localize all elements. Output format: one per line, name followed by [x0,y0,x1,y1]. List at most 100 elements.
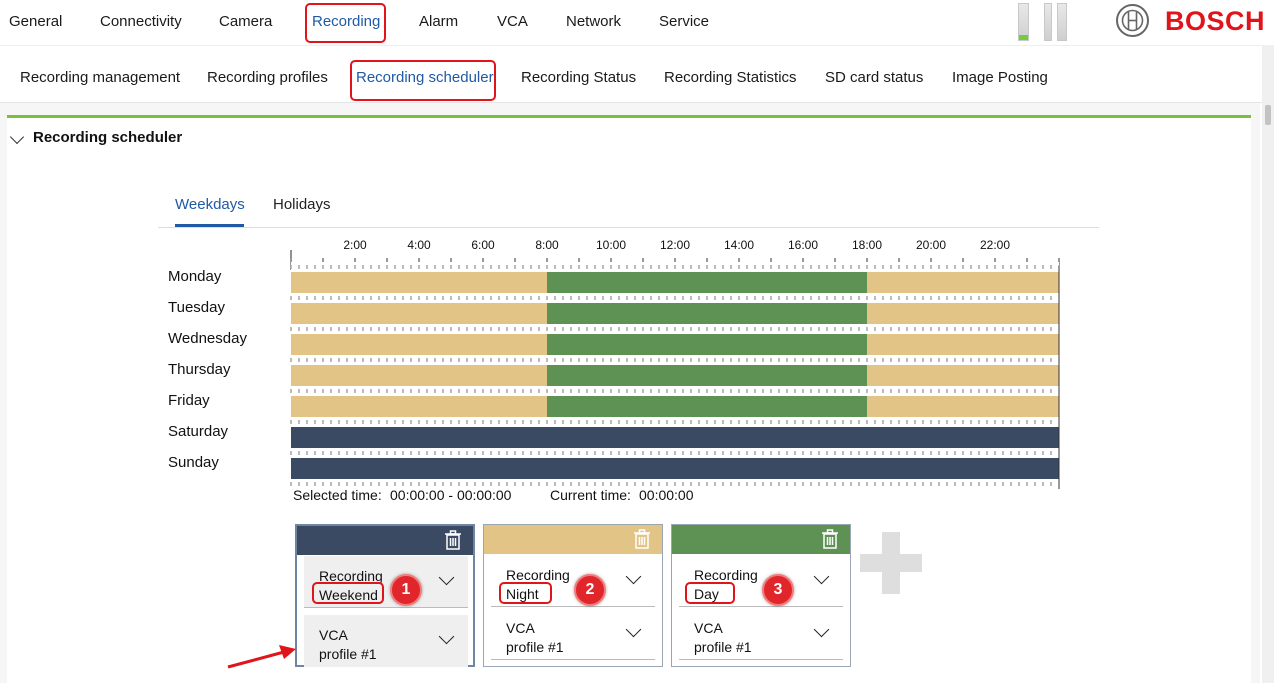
subnav-sd-card-status[interactable]: SD card status [825,69,924,86]
time-label: 8:00 [535,240,559,252]
level-meter-icon [1044,3,1052,41]
schedule-segment-night[interactable] [291,365,547,386]
page-scrollbar[interactable] [1262,45,1274,683]
annotation-badge: 1 [390,574,422,606]
recording-profile-dropdown[interactable]: Recording Night [491,555,655,607]
selected-time-label: Selected time: [293,487,382,503]
recording-field-label: Recording [319,568,383,584]
time-label: 16:00 [788,240,818,252]
vca-profile-dropdown[interactable]: VCA profile #1 [679,608,843,660]
time-label: 22:00 [980,240,1010,252]
day-label-tuesday: Tuesday [168,299,225,316]
nav-recording[interactable]: Recording [312,13,381,30]
schedule-segment-weekend[interactable] [291,427,1059,448]
bosch-logo-icon [1116,4,1149,37]
annotation-badge: 3 [762,574,794,606]
plus-icon [860,554,922,572]
schedule-segment-day[interactable] [547,396,867,417]
top-navigation: General Connectivity Camera Recording Al… [0,0,1274,45]
schedule-segment-night[interactable] [291,396,547,417]
schedule-segment-day[interactable] [547,365,867,386]
time-label: 2:00 [343,240,367,252]
profile-color-header[interactable] [297,526,473,555]
trash-icon[interactable] [442,529,464,551]
chevron-down-icon[interactable] [813,621,830,638]
recording-field-label: Recording [506,567,570,583]
schedule-segment-night[interactable] [291,272,547,293]
trash-icon[interactable] [819,528,841,550]
subnav-recording-status[interactable]: Recording Status [521,69,637,86]
vca-profile-dropdown[interactable]: VCA profile #1 [304,615,468,667]
profile-color-header[interactable] [672,525,850,554]
chevron-down-icon[interactable] [813,568,830,585]
selected-time-value: 00:00:00 - 00:00:00 [390,487,512,503]
trash-icon[interactable] [631,528,653,550]
section-title[interactable]: Recording scheduler [33,129,183,146]
subnav-recording-profiles[interactable]: Recording profiles [207,69,328,86]
schedule-segment-day[interactable] [547,272,867,293]
nav-connectivity[interactable]: Connectivity [100,13,182,30]
time-label: 18:00 [852,240,882,252]
vca-field-label: VCA [319,627,348,643]
profile-night[interactable]: Recording Night VCA profile #1 [483,524,663,667]
schedule-segment-night[interactable] [867,334,1059,355]
current-time-label: Current time: [550,487,631,503]
time-label: 20:00 [916,240,946,252]
recording-profile-dropdown[interactable]: Recording Weekend [304,556,468,608]
schedule-segment-night[interactable] [867,272,1059,293]
schedule-segment-weekend[interactable] [291,458,1059,479]
nav-network[interactable]: Network [566,13,622,30]
level-meter-icon [1057,3,1067,41]
time-label: 14:00 [724,240,754,252]
nav-alarm[interactable]: Alarm [419,13,459,30]
schedule-grid[interactable]: 2:00 4:00 6:00 8:00 10:00 12:00 14:00 16:00 18:0… [290,240,1060,490]
nav-general[interactable]: General [9,13,63,30]
schedule-segment-night[interactable] [867,365,1059,386]
vca-field-label: VCA [694,620,723,636]
subnav-recording-scheduler[interactable]: Recording scheduler [356,69,494,86]
time-label: 6:00 [471,240,495,252]
tab-weekdays[interactable]: Weekdays [175,196,245,213]
level-meter-icon [1018,3,1029,41]
profile-color-header[interactable] [484,525,662,554]
subnav-image-posting[interactable]: Image Posting [952,69,1048,86]
subnav-recording-management[interactable]: Recording management [20,69,181,86]
annotation-arrow-icon [227,645,296,669]
schedule-segment-night[interactable] [291,334,547,355]
schedule-segment-day[interactable] [547,334,867,355]
add-profile-button[interactable] [860,532,922,594]
sub-navigation: Recording management Recording profiles … [0,45,1274,103]
schedule-segment-night[interactable] [867,396,1059,417]
day-label-wednesday: Wednesday [168,330,247,347]
schedule-segment-night[interactable] [867,303,1059,324]
schedule-segment-day[interactable] [547,303,867,324]
time-label: 12:00 [660,240,690,252]
nav-vca[interactable]: VCA [497,13,528,30]
recording-profile-dropdown[interactable]: Recording Day [679,555,843,607]
chevron-down-icon[interactable] [625,568,642,585]
chevron-down-icon[interactable] [438,569,455,586]
time-label: 10:00 [596,240,626,252]
chevron-down-icon[interactable] [438,628,455,645]
vca-field-value: profile #1 [506,639,564,655]
vca-field-value: profile #1 [319,646,377,662]
profile-weekend[interactable]: Recording Weekend VCA profile #1 [295,524,475,667]
day-label-sunday: Sunday [168,454,219,471]
tab-holidays[interactable]: Holidays [273,196,331,213]
chevron-down-icon[interactable] [625,621,642,638]
schedule-segment-night[interactable] [291,303,547,324]
time-label: 4:00 [407,240,431,252]
vca-field-value: profile #1 [694,639,752,655]
current-time-value: 00:00:00 [639,487,694,503]
nav-service[interactable]: Service [659,13,710,30]
profile-day[interactable]: Recording Day VCA profile #1 [671,524,851,667]
brand-logo: BOSCH [1165,6,1266,36]
subnav-recording-statistics[interactable]: Recording Statistics [664,69,797,86]
day-label-thursday: Thursday [168,361,231,378]
annotation-badge: 2 [574,574,606,606]
nav-camera[interactable]: Camera [219,13,273,30]
vca-field-label: VCA [506,620,535,636]
day-label-monday: Monday [168,268,222,285]
recording-field-value: Day [694,586,719,602]
vca-profile-dropdown[interactable]: VCA profile #1 [491,608,655,660]
